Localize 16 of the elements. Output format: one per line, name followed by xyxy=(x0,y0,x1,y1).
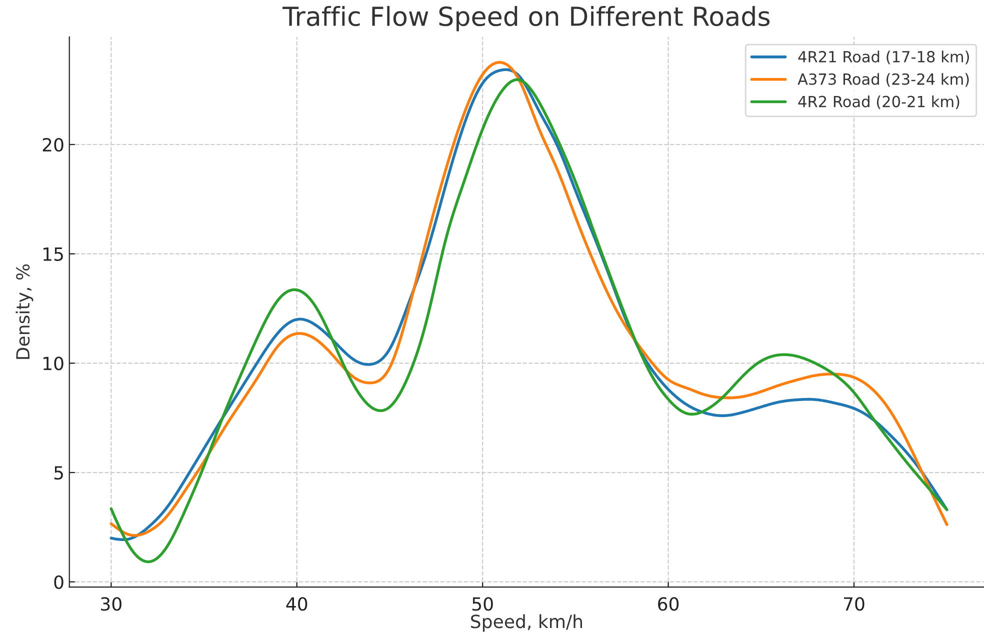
x-tick-label: 60 xyxy=(658,597,679,611)
x-axis-title: Speed, km/h xyxy=(471,614,582,632)
x-tick-label: 30 xyxy=(101,597,122,611)
x-tick-label: 40 xyxy=(286,597,308,611)
chart-title: Traffic Flow Speed on Different Roads xyxy=(282,6,770,32)
y-tick-label: 5 xyxy=(54,466,63,480)
y-tick-label: 20 xyxy=(42,138,64,152)
y-tick-label: 0 xyxy=(54,575,64,589)
y-tick-label: 10 xyxy=(44,356,64,370)
legend-label: A373 Road (23-24 km) xyxy=(798,73,969,87)
y-axis-title: Density, % xyxy=(16,264,34,359)
legend-label: 4R21 Road (17-18 km) xyxy=(798,50,969,64)
legend-label: 4R2 Road (20-21 km) xyxy=(798,96,960,110)
y-tick-label: 15 xyxy=(44,248,63,261)
x-tick-label: 70 xyxy=(844,597,864,611)
x-tick-label: 50 xyxy=(472,597,493,611)
